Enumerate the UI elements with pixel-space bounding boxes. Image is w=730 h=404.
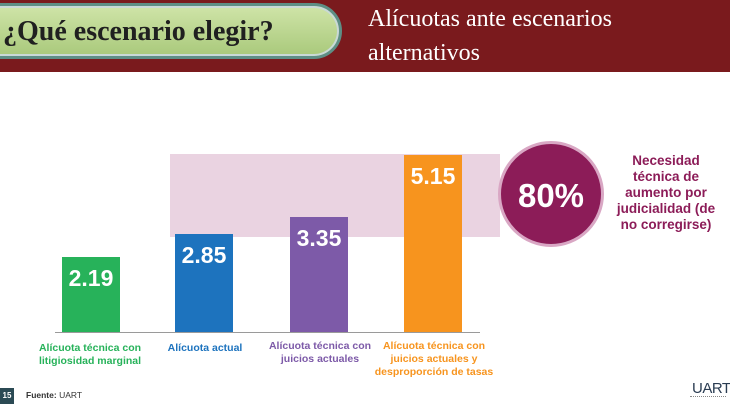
x-axis-line <box>55 332 480 333</box>
percentage-value: 80% <box>517 177 585 214</box>
category-label: Alícuota actual <box>167 342 243 354</box>
bar-value-label: 5.15 <box>410 163 456 189</box>
bar-value-label: 3.35 <box>296 224 342 251</box>
bar-4: 5.15 <box>404 155 462 332</box>
page-title: ¿Qué escenario elegir? <box>3 16 274 47</box>
uart-logo: UART <box>692 380 730 397</box>
source-note: Fuente: UART <box>26 390 82 400</box>
category-label: Alícuota técnica con juicios actuales <box>268 340 372 365</box>
page-number: 15 <box>0 388 14 404</box>
logo-underline <box>690 396 726 400</box>
bar-3: 3.35 <box>290 216 348 332</box>
bar-1: 2.19 <box>62 256 120 332</box>
category-label: Alícuota técnica con juicios actuales y … <box>374 340 494 378</box>
source-label: Fuente: <box>26 390 57 400</box>
title-pill: ¿Qué escenario elegir? <box>0 3 342 59</box>
page-subtitle: Alícuotas ante escenarios alternativos <box>368 6 612 66</box>
category-label: Alícuota técnica con litigiosidad margin… <box>38 342 142 367</box>
percentage-circle: 80% <box>498 141 604 247</box>
source-value: UART <box>59 390 83 400</box>
bar-value-label: 2.19 <box>68 264 114 291</box>
percentage-note: Necesidad técnica de aumento por judicia… <box>616 153 716 232</box>
bar-value-label: 2.85 <box>181 242 227 269</box>
bar-2: 2.85 <box>175 234 233 332</box>
